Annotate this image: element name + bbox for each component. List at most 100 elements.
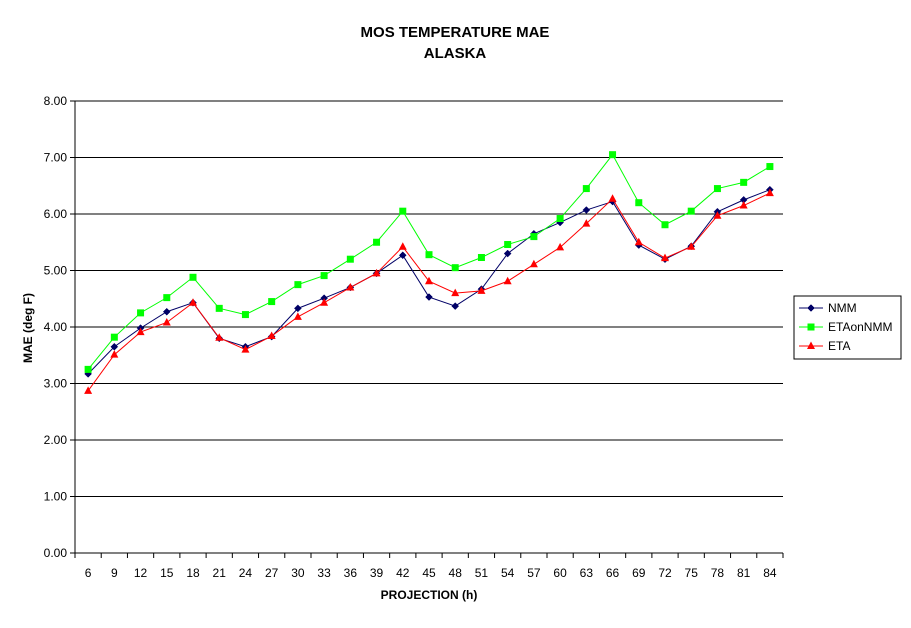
data-point-eta [398,242,407,250]
x-tick-label: 15 [160,566,174,580]
data-point-eta [136,327,145,336]
data-point-etaonnmm [556,215,564,223]
data-point-etaonnmm [504,241,512,249]
data-point-nmm [425,293,433,301]
data-point-etaonnmm [425,251,433,259]
data-point-etaonnmm [346,255,354,263]
data-point-etaonnmm [477,254,485,262]
data-point-etaonnmm [373,238,381,246]
x-tick-label: 12 [134,566,148,580]
data-point-eta [687,242,696,250]
y-tick-label: 0.00 [44,546,68,560]
y-tick-label: 4.00 [44,320,68,334]
x-tick-label: 30 [291,566,305,580]
data-point-etaonnmm [110,333,118,341]
x-tick-label: 63 [580,566,594,580]
gridlines [75,100,783,554]
legend-marker-nmm [807,304,815,312]
legend: NMM ETAonNMM ETA [793,295,902,360]
x-tick-label: 39 [370,566,384,580]
data-point-eta [529,259,538,268]
x-tick-label: 78 [711,566,725,580]
data-point-eta [267,331,276,340]
legend-marker-eta [807,341,815,349]
x-tick-label: 45 [422,566,436,580]
x-tick-label: 72 [658,566,672,580]
data-point-etaonnmm [661,221,669,229]
data-point-etaonnmm [399,207,407,215]
data-point-eta [556,242,565,251]
data-point-eta [451,288,460,297]
axes [70,100,784,558]
x-tick-label: 42 [396,566,410,580]
x-tick-label: 51 [475,566,489,580]
y-tick-label: 2.00 [44,433,68,447]
data-point-eta [320,298,329,306]
y-axis-title: MAE (deg F) [21,293,35,363]
x-tick-label: 84 [763,566,777,580]
data-point-nmm [294,304,302,313]
y-tick-labels: 0.00 1.00 2.00 3.00 4.00 5.00 6.00 7.00 8.00 [44,94,68,560]
x-tick-label: 21 [213,566,227,580]
data-point-eta [634,237,643,246]
data-point-eta [661,253,669,262]
data-point-nmm [503,249,512,258]
data-point-eta [293,312,302,320]
data-point-etaonnmm [635,199,643,207]
data-point-etaonnmm [320,272,328,280]
data-point-etaonnmm [241,311,249,319]
data-point-eta [765,188,774,197]
x-tick-label: 48 [449,566,463,580]
legend-label-eta: ETA [828,339,850,353]
x-tick-label: 57 [527,566,541,580]
x-tick-label: 18 [186,566,200,580]
data-point-etaonnmm [766,163,774,171]
data-point-eta [477,286,486,294]
data-point-eta [503,276,512,285]
data-point-eta [372,268,381,277]
chart-title: MOS TEMPERATURE MAE [361,24,550,41]
data-point-eta [713,211,722,219]
data-point-etaonnmm [530,233,538,241]
data-point-eta [608,194,617,202]
x-tick-labels: 6 9 12 15 18 21 24 27 30 33 36 39 42 45 48 51 54 57 60 63 66… [85,566,777,580]
data-point-etaonnmm [713,185,721,193]
x-tick-label: 36 [344,566,358,580]
x-tick-label: 33 [317,566,331,580]
chart-subtitle: ALASKA [424,45,487,62]
data-point-eta [425,276,433,285]
x-tick-label: 69 [632,566,646,580]
data-point-etaonnmm [137,309,145,317]
series-lines [84,151,774,394]
data-point-etaonnmm [215,304,223,312]
x-tick-label: 9 [111,566,118,580]
legend-marker-etaonnmm [807,323,815,331]
data-point-nmm [451,302,460,310]
y-tick-label: 8.00 [44,94,68,108]
data-point-nmm [162,307,171,316]
y-tick-label: 3.00 [44,377,68,391]
data-point-eta [215,333,224,341]
data-point-eta [162,317,171,326]
data-point-eta [582,219,591,227]
data-point-etaonnmm [294,281,302,289]
x-axis-title: PROJECTION (h) [381,588,478,602]
data-point-etaonnmm [451,264,459,272]
data-point-etaonnmm [189,273,197,281]
x-tick-label: 27 [265,566,279,580]
x-tick-label: 75 [685,566,699,580]
data-point-eta [346,282,355,291]
data-point-nmm [398,251,407,260]
data-point-etaonnmm [84,365,92,373]
data-point-etaonnmm [609,151,617,159]
data-point-eta [241,345,250,353]
data-point-eta [739,201,748,209]
x-tick-label: 54 [501,566,515,580]
legend-label-nmm: NMM [828,301,857,315]
data-point-etaonnmm [268,298,276,306]
x-tick-label: 60 [553,566,567,580]
data-point-etaonnmm [687,207,695,215]
y-tick-label: 7.00 [44,151,68,165]
